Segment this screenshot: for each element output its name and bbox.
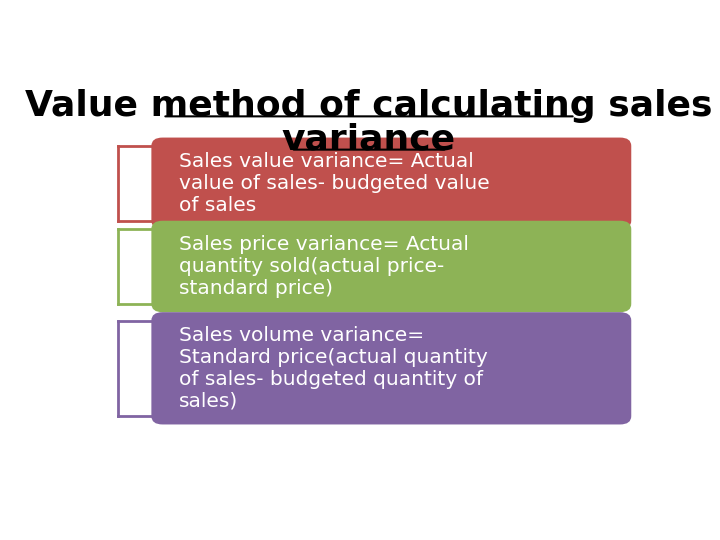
Text: Sales volume variance=
Standard price(actual quantity
of sales- budgeted quantit: Sales volume variance= Standard price(ac… (179, 326, 488, 411)
Text: Sales price variance= Actual
quantity sold(actual price-
standard price): Sales price variance= Actual quantity so… (179, 235, 469, 298)
FancyBboxPatch shape (151, 312, 631, 424)
Text: Sales value variance= Actual
value of sales- budgeted value
of sales: Sales value variance= Actual value of sa… (179, 152, 490, 215)
Text: Value method of calculating sales: Value method of calculating sales (25, 90, 713, 123)
Text: variance: variance (282, 123, 456, 157)
FancyBboxPatch shape (151, 138, 631, 229)
FancyBboxPatch shape (151, 221, 631, 312)
